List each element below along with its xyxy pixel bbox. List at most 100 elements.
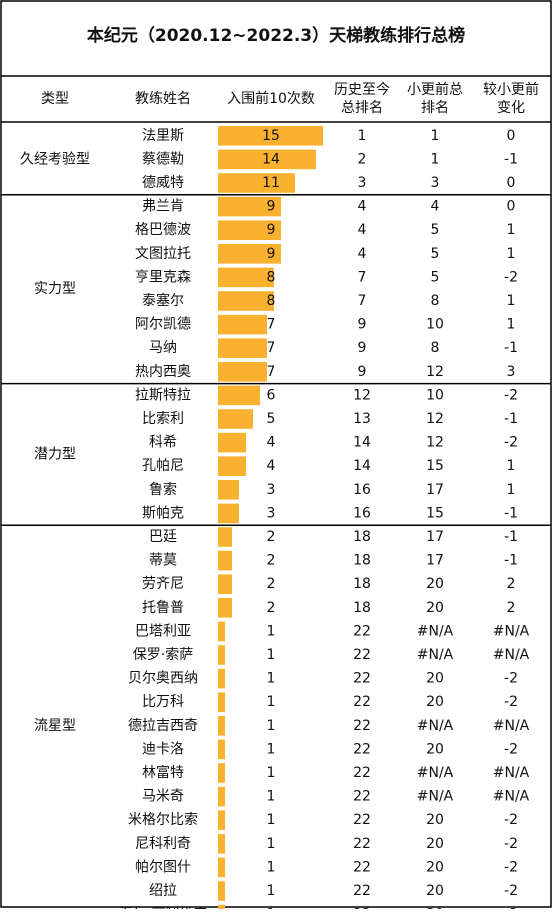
header-cell: 较小更前 [483,81,539,98]
cell-value: 20 [426,859,444,875]
cell-value: 1 [267,647,276,663]
coach-name: 帕尔图什 [135,859,191,875]
coach-name: 托鲁普 [142,600,184,616]
count-bar [218,267,274,288]
coach-name: 巴廷 [149,529,177,545]
cell-value: 8 [431,293,440,309]
cell-value: 4 [358,199,367,215]
header-cell: 类型 [41,91,69,107]
cell-value: 17 [426,529,444,545]
cell-value: #N/A [493,647,530,663]
cell-value: 7 [267,364,276,380]
cell-value: 17 [426,553,444,569]
cell-value: 8 [431,340,440,356]
cell-value: 1 [267,883,276,899]
count-bar [218,668,225,689]
count-bar [218,480,239,500]
coach-name: 德威特 [142,175,184,191]
count-bar [218,409,253,429]
cell-value: 17 [426,482,444,498]
cell-value: 2 [358,151,367,167]
header-cell: 教练姓名 [135,91,191,107]
cell-value: 6 [267,387,276,403]
table-title: 本纪元（2020.12~2022.3）天梯教练排行总榜 [87,25,465,46]
cell-value: 1 [267,718,276,734]
cell-value: 2 [267,529,276,545]
cell-value: 1 [507,222,516,238]
cell-value: -2 [504,859,518,875]
cell-value: #N/A [417,718,454,734]
cell-value: 20 [426,812,444,828]
cell-value: #N/A [493,789,530,805]
cell-value: 22 [353,694,371,710]
cell-value: 2 [267,600,276,616]
header-cell: 总排名 [341,100,383,116]
cell-value: 8 [267,293,276,309]
cell-value: 14 [353,458,371,474]
count-bar [218,149,316,170]
coach-name: 热内西奥 [135,363,191,380]
count-bar [218,503,239,524]
cell-value: 1 [507,246,516,262]
cell-value: 3 [267,505,276,521]
cell-value: 15 [426,458,444,474]
count-bar [218,432,246,453]
coach-name: 蒂莫 [149,553,177,569]
count-bar [218,385,260,406]
coach-name: 保罗·索萨 [133,646,193,663]
cell-value: 20 [426,600,444,616]
cell-value: 15 [426,505,444,521]
cell-value: 15 [262,128,280,144]
coach-name: 比索利 [142,410,184,427]
header-cell: 排名 [421,100,449,116]
cell-value: 22 [353,883,371,899]
count-bar [218,314,267,335]
group-type: 潜力型 [34,446,76,462]
group-type: 久经考验型 [20,151,90,167]
cell-value: 3 [267,482,276,498]
count-bar [218,834,225,854]
coach-name: 泰塞尔 [142,292,184,309]
cell-value: 5 [267,411,276,427]
cell-value: 2 [507,600,516,616]
cell-value: 4 [358,246,367,262]
cell-value: 4 [267,435,276,451]
cell-value: 20 [426,671,444,687]
cell-value: 20 [426,694,444,710]
cell-value: 14 [262,151,280,167]
cell-value: 12 [426,411,444,427]
count-bar [218,291,274,311]
count-bar [218,621,225,642]
cell-value: 1 [431,128,440,144]
coach-name: 米格尔比索 [128,811,198,828]
cell-value: 22 [353,741,371,757]
group-type: 实力型 [34,281,76,297]
coach-name: 鲁索 [149,481,177,498]
cell-value: #N/A [493,718,530,734]
cell-value: 12 [353,387,371,403]
count-bar [218,810,225,830]
coach-name: 马纳 [149,340,177,356]
cell-value: 18 [353,553,371,569]
cell-value: 22 [353,836,371,852]
cell-value: 1 [507,317,516,333]
header-cell: 变化 [497,100,525,116]
cell-value: 1 [507,482,516,498]
cell-value: -1 [504,411,518,427]
coach-name: 夏尔-亨利维安 [118,906,207,909]
cell-value: 2 [507,576,516,592]
cell-value: 3 [358,175,367,191]
coach-name: 格巴德波 [135,222,191,238]
count-bar [218,362,267,382]
cell-value: 22 [353,812,371,828]
cell-value: 18 [353,576,371,592]
cell-value: 1 [267,765,276,781]
cell-value: 9 [358,340,367,356]
cell-value: 9 [358,364,367,380]
count-bar [218,527,232,547]
count-bar [218,904,225,913]
cell-value: 9 [267,222,276,238]
cell-value: 4 [358,222,367,238]
cell-value: 7 [267,317,276,333]
cell-value: 2 [267,576,276,592]
